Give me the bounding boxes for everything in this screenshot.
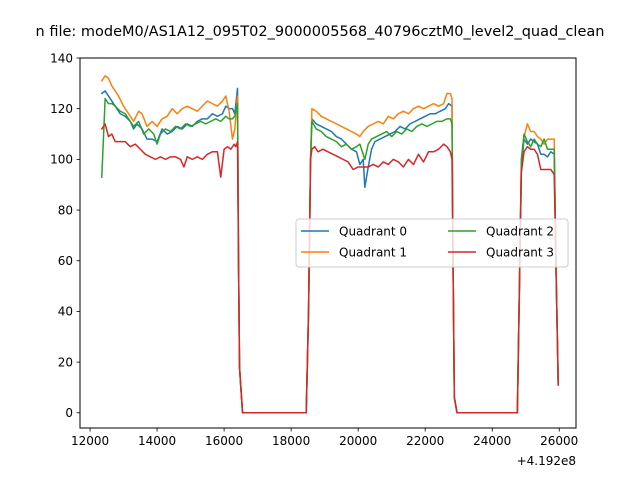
x-tick-label: 14000 bbox=[138, 434, 176, 448]
y-tick-label: 140 bbox=[50, 51, 73, 65]
legend: Quadrant 0 Quadrant 1 Quadrant 2 Quadrant 3 bbox=[295, 218, 569, 268]
y-tick-label: 20 bbox=[58, 355, 73, 369]
legend-label: Quadrant 3 bbox=[486, 245, 554, 259]
x-offset-label: +4.192e8 bbox=[517, 454, 576, 468]
y-axis: 0 20 40 60 80 100 120 140 bbox=[50, 51, 80, 420]
x-tick-label: 24000 bbox=[473, 434, 511, 448]
y-tick-label: 60 bbox=[58, 254, 73, 268]
legend-label: Quadrant 0 bbox=[339, 224, 407, 238]
legend-label: Quadrant 2 bbox=[486, 224, 554, 238]
x-tick-label: 22000 bbox=[406, 434, 444, 448]
x-tick-label: 16000 bbox=[205, 434, 243, 448]
y-tick-label: 120 bbox=[50, 102, 73, 116]
y-tick-label: 100 bbox=[50, 153, 73, 167]
legend-frame bbox=[295, 218, 569, 268]
y-tick-label: 0 bbox=[65, 406, 73, 420]
series-line-quadrant-3 bbox=[100, 123, 560, 414]
x-axis: 12000 14000 16000 18000 20000 22000 24000 26000 bbox=[71, 428, 578, 448]
x-tick-label: 12000 bbox=[71, 434, 109, 448]
x-tick-label: 20000 bbox=[339, 434, 377, 448]
legend-label: Quadrant 1 bbox=[339, 245, 407, 259]
plot-frame bbox=[79, 57, 577, 429]
x-tick-label: 18000 bbox=[272, 434, 310, 448]
y-tick-label: 80 bbox=[58, 203, 73, 217]
series-layer bbox=[100, 74, 560, 414]
chart-title: n file: modeM0/AS1A12_095T02_9000005568_… bbox=[36, 24, 605, 40]
x-tick-label: 26000 bbox=[540, 434, 578, 448]
y-tick-label: 40 bbox=[58, 305, 73, 319]
